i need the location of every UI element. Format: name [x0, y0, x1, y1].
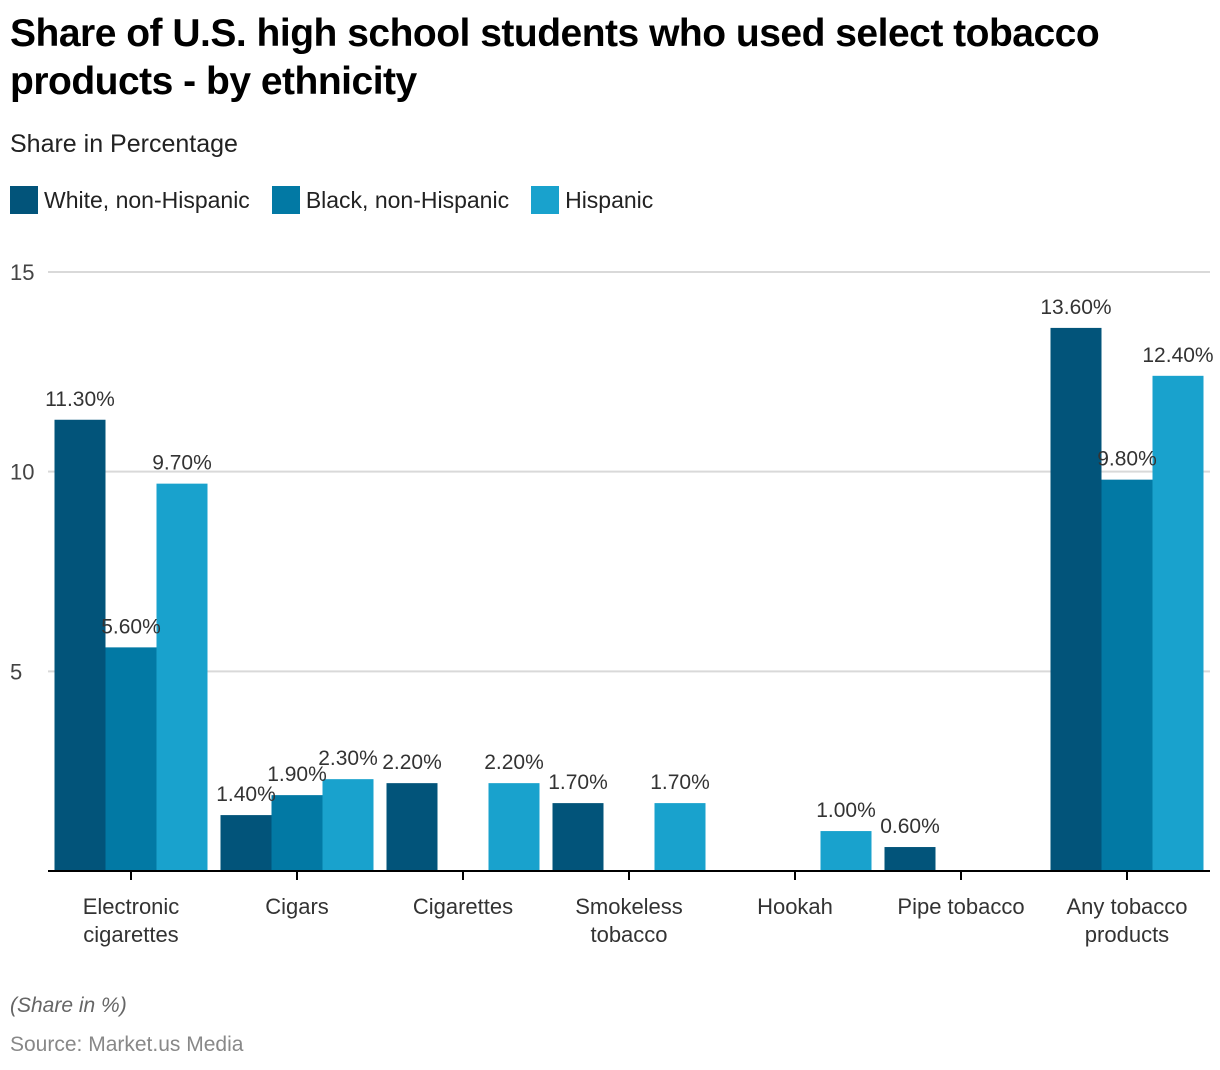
data-label: 1.40% [216, 783, 276, 806]
legend-swatch-hispanic [531, 186, 560, 214]
bar [322, 779, 374, 871]
x-tick-label: Electronic [83, 894, 180, 919]
bar [884, 847, 936, 871]
data-label: 1.90% [267, 763, 327, 786]
footnote: (Share in %) [10, 994, 127, 1017]
data-label: 2.20% [484, 751, 544, 774]
legend-label-black: Black, non-Hispanic [305, 186, 510, 213]
legend-swatch-black [271, 186, 300, 214]
y-tick-label: 5 [10, 659, 22, 684]
bar [552, 803, 604, 871]
legend-label-white: White, non-Hispanic [44, 186, 250, 213]
x-tick-label: Pipe tobacco [897, 894, 1024, 919]
bar [820, 831, 872, 871]
y-tick-label: 15 [10, 260, 34, 285]
bar [1050, 327, 1102, 871]
chart-title: Share of U.S. high school students who u… [10, 12, 1100, 103]
legend-item-black[interactable]: Black, non-Hispanic [271, 186, 510, 214]
x-tick-label: Cigars [265, 894, 329, 919]
x-tick-label: Cigarettes [413, 894, 513, 919]
data-label: 2.20% [382, 751, 442, 774]
data-label: 2.30% [318, 747, 378, 770]
legend-label-hispanic: Hispanic [565, 186, 654, 213]
x-tick-label: tobacco [590, 922, 667, 947]
source: Source: Market.us Media [10, 1033, 244, 1056]
data-label: 9.80% [1097, 448, 1157, 471]
bar [386, 783, 438, 871]
data-label: 0.60% [880, 815, 940, 838]
bar [1101, 479, 1153, 871]
legend-item-white[interactable]: White, non-Hispanic [10, 186, 250, 214]
bar [654, 803, 706, 871]
data-label: 11.30% [45, 388, 115, 411]
x-tick-label: cigarettes [83, 922, 178, 947]
bar [271, 795, 323, 871]
bar [54, 419, 106, 871]
data-label: 9.70% [152, 452, 212, 475]
chart-subtitle: Share in Percentage [10, 130, 238, 158]
x-tick-label: Hookah [757, 894, 833, 919]
x-tick-label: Any tobacco [1066, 894, 1187, 919]
data-label: 1.70% [650, 771, 710, 794]
bar [220, 815, 272, 871]
data-label: 1.00% [816, 799, 876, 822]
bar [105, 647, 157, 871]
legend-swatch-white [10, 186, 38, 214]
x-tick-label: products [1085, 922, 1169, 947]
x-tick-label: Smokeless [575, 894, 683, 919]
legend: White, non-Hispanic Black, non-Hispanic … [10, 186, 675, 214]
bar [488, 783, 540, 871]
data-label: 12.40% [1142, 344, 1213, 367]
data-label: 13.60% [1040, 296, 1111, 319]
data-label: 1.70% [548, 771, 608, 794]
bar [156, 483, 208, 871]
bar [1152, 375, 1204, 871]
data-label: 5.60% [101, 615, 161, 638]
y-tick-label: 10 [10, 460, 34, 485]
legend-item-hispanic[interactable]: Hispanic [531, 186, 653, 214]
